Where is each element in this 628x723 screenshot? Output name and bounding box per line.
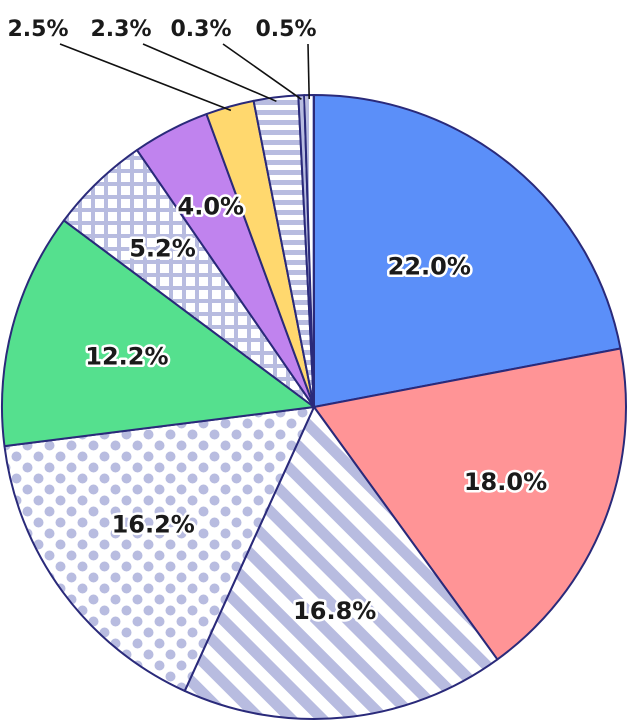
leader-line: [59, 43, 232, 112]
leader-line: [307, 43, 310, 100]
slice-label-4-0pct: 4.0%: [178, 193, 245, 221]
pie-slice-16-2pct: [3, 406, 315, 692]
slice-label-0-3pct: 0.3%: [170, 17, 231, 42]
pie-slice-22-0pct: [313, 94, 622, 408]
slice-label-2-5pct: 2.5%: [7, 17, 68, 42]
pie-slice-12-2pct: [1, 219, 315, 448]
slice-label-0-5pct: 0.5%: [255, 17, 316, 42]
slice-label-16-2pct: 16.2%: [112, 510, 195, 538]
leader-line: [222, 43, 302, 100]
slice-label-22-0pct: 22.0%: [388, 253, 471, 281]
slice-label-5-2pct: 5.2%: [129, 235, 196, 263]
slice-label-16-8pct: 16.8%: [293, 597, 376, 625]
slice-label-18-0pct: 18.0%: [464, 468, 547, 496]
label-leader-lines: [59, 43, 310, 112]
slice-label-2-3pct: 2.3%: [90, 17, 151, 42]
pie-slice-18-0pct: [313, 347, 627, 661]
pie-slices: [1, 93, 627, 720]
slice-labels: 22.0% 18.0% 16.8% 16.2% 12.2% 5.2% 4.0% 2.5% 2.3…: [7, 17, 549, 627]
leader-line: [142, 43, 277, 103]
pie-slice-16-8pct: [183, 406, 499, 720]
slice-label-12-2pct: 12.2%: [85, 343, 168, 371]
